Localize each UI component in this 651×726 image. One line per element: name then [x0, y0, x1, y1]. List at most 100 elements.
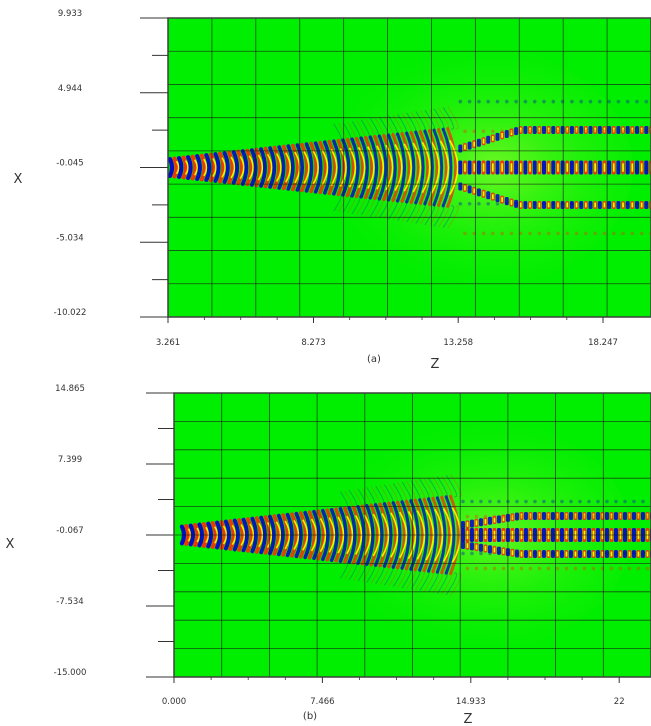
speckle: [630, 129, 635, 134]
fringe: [374, 117, 384, 138]
channel-dash: [541, 511, 546, 520]
speckle: [523, 99, 528, 104]
speckle: [486, 99, 491, 104]
speckle: [514, 99, 518, 104]
speckle: [591, 566, 596, 571]
speckle: [495, 99, 500, 104]
speckle: [587, 551, 591, 556]
wavefront: [259, 147, 267, 188]
y-tick-label: 7.399: [58, 455, 82, 465]
channel-crest: [475, 520, 478, 526]
channel-dash: [607, 160, 612, 175]
speckle: [492, 566, 497, 571]
channel-crest: [482, 163, 485, 172]
channel-dash: [523, 160, 528, 175]
speckle: [614, 499, 618, 504]
channel-dash: [542, 200, 546, 209]
fringe: [353, 489, 362, 508]
channel-crest: [547, 127, 550, 133]
y-tick-label: -0.067: [56, 526, 83, 536]
wavefront: [186, 155, 193, 180]
channel-dash: [514, 127, 519, 136]
wavefront: [213, 152, 221, 183]
channel-dash: [560, 126, 565, 135]
wavefront: [364, 135, 374, 200]
speckle: [593, 231, 597, 236]
speckle: [500, 129, 504, 134]
channel-crest: [547, 551, 550, 557]
speckle: [524, 551, 528, 556]
panel-b-xlabel: Z: [464, 712, 473, 726]
speckle: [645, 514, 650, 519]
speckle: [542, 99, 546, 104]
wavefront: [437, 128, 448, 207]
fringe: [360, 119, 370, 139]
speckle: [630, 231, 635, 236]
speckle: [509, 231, 514, 236]
channel-crest: [603, 127, 606, 133]
fringe: [369, 118, 380, 138]
channel-dash: [523, 200, 528, 209]
channel-dash: [577, 550, 582, 559]
channel-dash: [504, 129, 509, 138]
channel-dash: [577, 511, 582, 520]
speckle: [491, 231, 495, 236]
channel-dash: [613, 511, 618, 520]
wavefront-crest: [221, 157, 226, 178]
wavefront: [409, 131, 420, 205]
channel-crest: [466, 521, 469, 527]
speckle: [555, 566, 560, 571]
wavefront: [391, 132, 402, 203]
speckle: [495, 201, 500, 206]
speckle: [625, 201, 630, 206]
speckle: [488, 551, 492, 556]
wavefront: [304, 142, 314, 193]
speckle: [621, 129, 625, 134]
panel-b-x-ticks: 0.000 7.466 14.933 22: [162, 677, 625, 707]
fringe: [369, 197, 380, 217]
speckle: [488, 499, 492, 504]
speckle: [470, 551, 474, 556]
channel-crest: [566, 127, 569, 133]
speckle: [515, 551, 519, 556]
speckle: [514, 201, 518, 206]
channel-crest: [601, 551, 604, 557]
channel-dash: [532, 160, 537, 175]
channel-dash: [588, 200, 593, 209]
speckle: [532, 201, 537, 206]
speckle: [578, 551, 582, 556]
speckle: [510, 514, 515, 519]
speckle: [574, 129, 579, 134]
speckle: [588, 99, 593, 104]
wavefront-crest: [266, 153, 273, 182]
channel-dash: [607, 126, 612, 135]
panel-b-plot-area: [174, 393, 651, 677]
speckle: [474, 566, 479, 571]
channel-dash: [514, 199, 519, 208]
wavefront-crest: [394, 144, 403, 191]
speckle: [483, 566, 488, 571]
channel-crest: [637, 551, 640, 557]
speckle: [579, 99, 583, 104]
speckle: [596, 551, 600, 556]
speckle: [565, 231, 570, 236]
wavefront: [277, 145, 286, 190]
wavefront: [204, 153, 212, 182]
speckle: [641, 551, 645, 556]
channel-crest: [547, 202, 550, 208]
channel-crest: [538, 127, 541, 133]
channel-crest: [612, 127, 615, 133]
fringe: [366, 563, 376, 583]
speckle: [497, 499, 501, 504]
speckle: [533, 551, 537, 556]
channel-dash: [504, 197, 509, 206]
channel-dash: [460, 521, 465, 530]
y-tick-label: 14.865: [55, 384, 85, 394]
channel-crest: [510, 130, 513, 135]
channel-crest: [594, 127, 596, 133]
speckle: [600, 566, 605, 571]
speckle: [477, 99, 481, 104]
channel-crest: [466, 543, 469, 549]
channel-dash: [495, 132, 500, 141]
channel-crest: [574, 551, 577, 557]
